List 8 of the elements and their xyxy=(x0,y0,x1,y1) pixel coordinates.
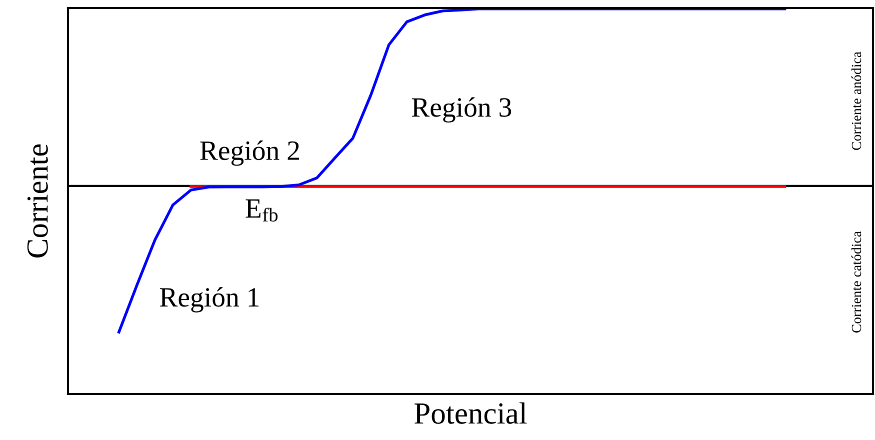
x-axis-title: Potencial xyxy=(414,402,527,424)
text: Corriente anódica xyxy=(851,52,862,150)
annotation: Región 3 xyxy=(412,97,512,123)
annotation: Región 1 xyxy=(160,287,259,312)
annotation: Región 2 xyxy=(200,140,299,166)
y-axis-title: Corriente xyxy=(27,144,48,258)
text: Corriente catódica xyxy=(851,231,862,333)
annotation: E$_{fb}$ xyxy=(246,199,278,222)
